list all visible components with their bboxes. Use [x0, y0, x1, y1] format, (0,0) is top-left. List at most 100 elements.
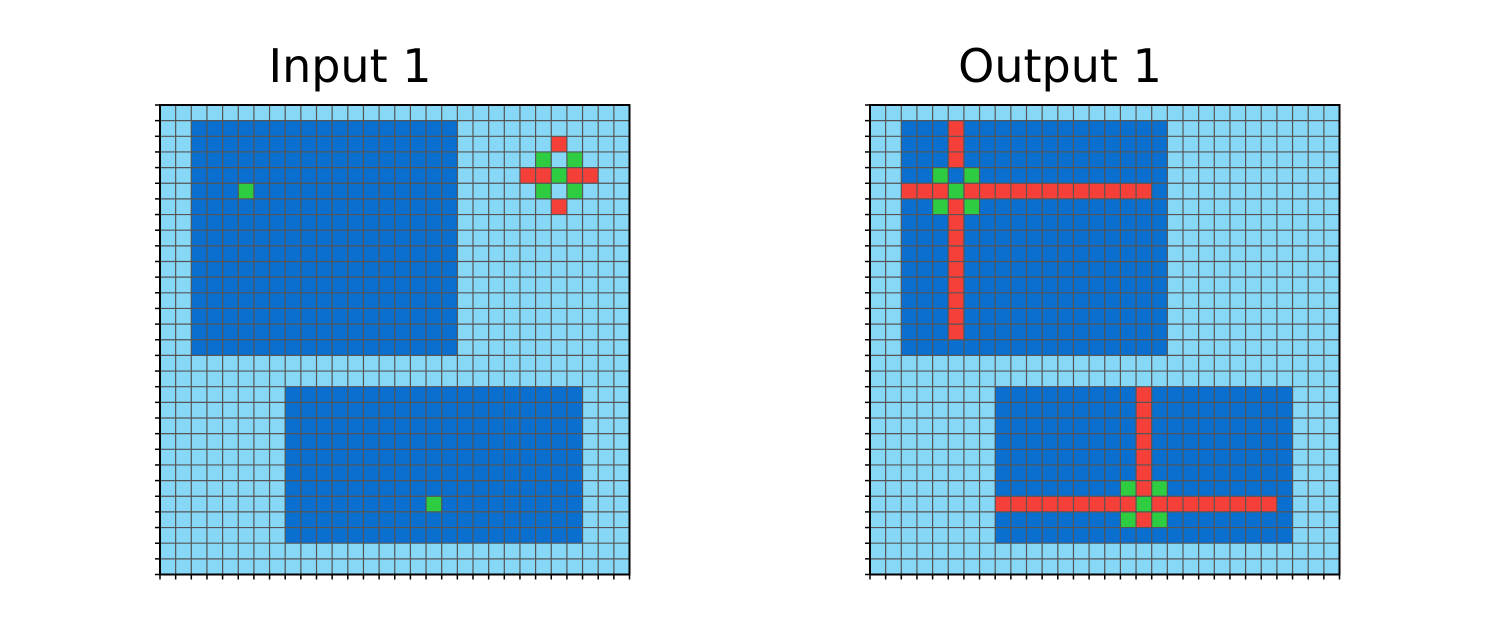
cell-rect — [1136, 261, 1152, 278]
cell-rect — [441, 433, 458, 450]
cell-rect — [457, 433, 474, 450]
cell-rect — [347, 245, 364, 262]
cell-rect — [1104, 198, 1121, 215]
cell-red — [1136, 464, 1152, 481]
cell-rect — [332, 292, 349, 309]
cell-rect — [1120, 324, 1137, 341]
cell-rect — [1245, 464, 1262, 481]
cell-rect — [995, 402, 1012, 419]
cell-rect — [379, 120, 396, 137]
cell-rect — [1057, 527, 1074, 544]
cell-red — [1073, 496, 1090, 513]
cell-rect — [1026, 511, 1043, 528]
cell-rect — [1261, 418, 1278, 434]
cell-rect — [1042, 245, 1059, 262]
cell-rect — [995, 230, 1012, 247]
cell-rect — [1104, 151, 1121, 168]
cell-rect — [1042, 480, 1059, 497]
cell-rect — [363, 230, 380, 247]
cell-rect — [1057, 151, 1074, 168]
grid-frame — [869, 104, 1341, 576]
cell-rect — [504, 433, 521, 450]
cell-rect — [1183, 386, 1199, 403]
cell-rect — [1026, 245, 1043, 262]
cell-rect — [410, 214, 427, 231]
cell-rect — [285, 136, 302, 153]
cell-rect — [1214, 402, 1231, 419]
cell-rect — [1183, 449, 1199, 466]
cell-rect — [1057, 167, 1074, 184]
cell-rect — [222, 120, 239, 137]
cell-rect — [995, 151, 1012, 168]
cell-rect — [979, 245, 996, 262]
cell-rect — [363, 245, 380, 262]
cell-red — [519, 167, 536, 184]
cell-rect — [551, 449, 568, 466]
cell-rect — [410, 324, 427, 341]
cell-rect — [300, 136, 317, 153]
cell-rect — [300, 418, 317, 434]
cell-rect — [519, 496, 536, 513]
cell-rect — [285, 339, 302, 356]
cell-rect — [1026, 277, 1043, 294]
cell-rect — [191, 151, 208, 168]
cell-rect — [1151, 198, 1168, 215]
cell-rect — [300, 480, 317, 497]
cell-rect — [932, 339, 949, 356]
cell-rect — [222, 183, 239, 200]
cell-rect — [901, 136, 918, 153]
cell-rect — [316, 386, 333, 403]
cell-red — [1245, 496, 1262, 513]
cell-red — [1073, 183, 1090, 200]
cell-rect — [410, 261, 427, 278]
cell-rect — [1245, 418, 1262, 434]
cell-rect — [191, 214, 208, 231]
cell-rect — [1151, 245, 1168, 262]
cell-rect — [1073, 527, 1090, 544]
cell-rect — [206, 183, 223, 200]
cell-red — [1104, 183, 1121, 200]
cell-rect — [441, 245, 458, 262]
cell-rect — [504, 402, 521, 419]
cell-red — [948, 261, 965, 278]
cell-red — [995, 496, 1012, 513]
cell-red — [535, 167, 552, 184]
cell-rect — [1073, 261, 1090, 278]
cell-red — [1136, 386, 1152, 403]
cell-rect — [332, 339, 349, 356]
cell-rect — [379, 386, 396, 403]
cell-rect — [300, 230, 317, 247]
cell-rect — [1151, 433, 1168, 450]
cell-rect — [347, 480, 364, 497]
cell-rect — [1026, 120, 1043, 137]
cell-rect — [551, 527, 568, 544]
cell-rect — [1010, 151, 1027, 168]
cell-rect — [535, 418, 552, 434]
cell-rect — [238, 167, 255, 184]
cell-rect — [316, 308, 333, 325]
cell-rect — [426, 151, 442, 168]
cell-rect — [426, 136, 442, 153]
cell-rect — [238, 120, 255, 137]
cell-rect — [1214, 418, 1231, 434]
cell-rect — [426, 464, 442, 481]
cell-rect — [1073, 277, 1090, 294]
cell-rect — [347, 277, 364, 294]
cell-rect — [222, 277, 239, 294]
cell-rect — [1057, 261, 1074, 278]
cell-rect — [916, 324, 933, 341]
cell-rect — [347, 167, 364, 184]
cell-red — [1057, 496, 1074, 513]
cell-rect — [1026, 339, 1043, 356]
cell-rect — [206, 151, 223, 168]
cell-rect — [551, 433, 568, 450]
cell-rect — [1026, 324, 1043, 341]
cell-rect — [285, 198, 302, 215]
cell-rect — [916, 120, 933, 137]
cell-rect — [1183, 402, 1199, 419]
cell-rect — [316, 214, 333, 231]
cell-rect — [995, 292, 1012, 309]
cell-rect — [1151, 464, 1168, 481]
cell-rect — [1120, 464, 1137, 481]
cell-rect — [551, 386, 568, 403]
